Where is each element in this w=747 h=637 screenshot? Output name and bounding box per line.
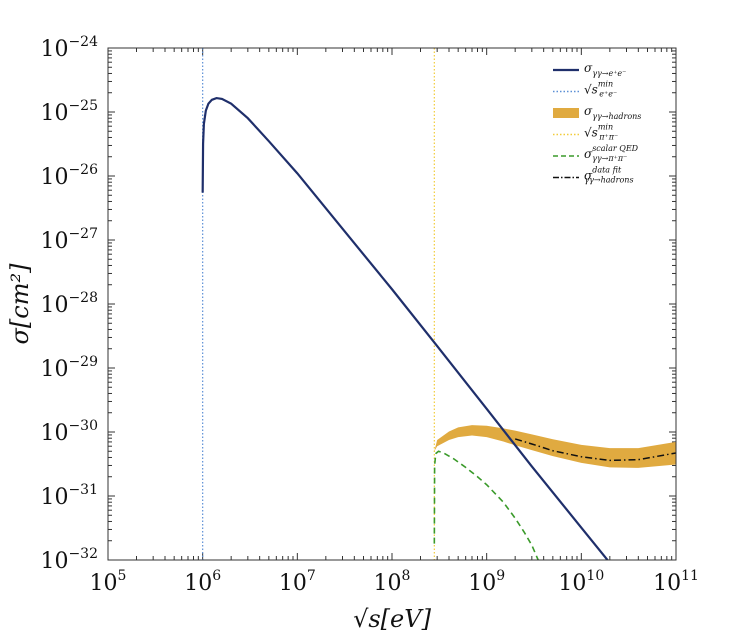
x-tick-label: 109 xyxy=(468,568,505,596)
scalar-qed-line xyxy=(433,450,539,560)
x-tick-label: 105 xyxy=(90,568,127,596)
tick-layer xyxy=(107,47,677,561)
x-tick-label: 106 xyxy=(184,568,221,596)
ee-cross-section-line xyxy=(201,96,609,560)
y-tick-label: 10−30 xyxy=(40,418,98,446)
legend: σγγ→e⁺e⁻ √smin e⁺e⁻ σγγ→hadrons √smin π⁺π⁻ σsc… xyxy=(553,61,641,185)
x-tick-label: 107 xyxy=(279,568,316,596)
legend-label: √smin π⁺π⁻ xyxy=(584,123,618,142)
y-tick-label: 10−31 xyxy=(40,482,98,510)
x-axis-title: √s[eV] xyxy=(353,605,432,633)
plot-frame xyxy=(107,47,677,561)
data-fit-line xyxy=(514,438,676,462)
hadrons-band xyxy=(434,425,676,468)
series-layer xyxy=(201,48,676,560)
y-tick-label: 10−26 xyxy=(40,162,98,190)
y-tick-label: 10−25 xyxy=(40,98,98,126)
y-axis-title: σ[cm²] xyxy=(6,263,34,345)
y-tick-label: 10−32 xyxy=(40,546,98,574)
legend-label: σdata fit γγ→hadrons xyxy=(584,166,634,185)
x-tick-label: 1011 xyxy=(653,568,699,596)
y-tick-label: 10−27 xyxy=(40,226,98,254)
x-tick-label: 1010 xyxy=(558,568,604,596)
legend-label: σγγ→hadrons xyxy=(584,104,641,121)
y-tick-label: 10−29 xyxy=(40,354,98,382)
legend-swatch-band xyxy=(553,108,579,118)
tick-label-layer: 105 106 107 108 109 1010 1011 10−32 10−31 10−30 10… xyxy=(40,34,698,596)
legend-label: √smin e⁺e⁻ xyxy=(584,80,617,99)
x-tick-label: 108 xyxy=(374,568,411,596)
y-tick-label: 10−28 xyxy=(40,290,98,318)
y-tick-label: 10−24 xyxy=(40,34,98,62)
legend-label: σscalar QED γγ→π⁺π⁻ xyxy=(584,144,639,163)
legend-label: σγγ→e⁺e⁻ xyxy=(584,61,626,78)
